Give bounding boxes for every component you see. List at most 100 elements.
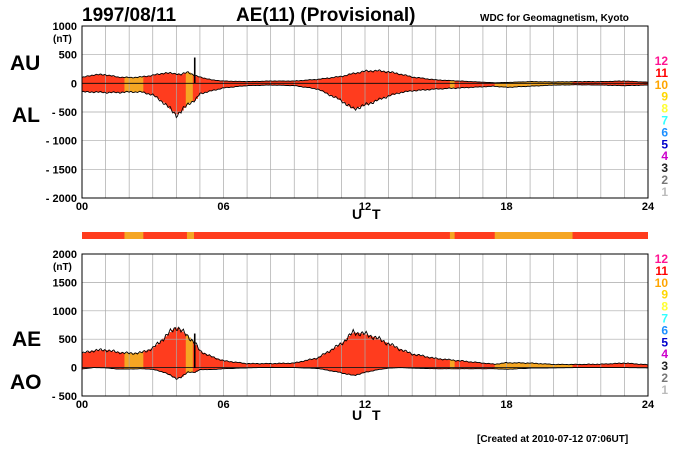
station-count-label: 8 [661, 300, 668, 314]
area-slice [334, 77, 338, 98]
area-slice [546, 364, 550, 368]
area-slice [98, 350, 102, 368]
area-slice [327, 78, 331, 95]
x-tick-label: 12 [359, 399, 371, 411]
station-count-label: 3 [661, 161, 668, 175]
area-slice [482, 82, 486, 87]
area-slice [464, 81, 467, 88]
area-slice [244, 363, 248, 368]
y-tick-label: - 2000 [46, 193, 77, 205]
area-slice [480, 82, 484, 87]
area-slice [126, 353, 130, 370]
area-slice [367, 335, 371, 372]
area-slice [431, 357, 434, 369]
area-slice [119, 352, 123, 370]
area-slice [525, 363, 529, 369]
station-count-label: 10 [655, 276, 669, 290]
area-slice [122, 77, 125, 93]
area-slice [350, 73, 354, 109]
area-slice [331, 77, 335, 97]
area-slice [355, 332, 359, 375]
area-slice [129, 353, 132, 369]
area-slice [82, 77, 85, 92]
area-slice [563, 364, 566, 368]
area-slice [268, 363, 272, 368]
area-slice [414, 77, 418, 91]
area-slice [230, 361, 234, 369]
area-slice [82, 353, 85, 369]
created-timestamp: [Created at 2010-07-12 07:06UT] [477, 434, 628, 445]
x-tick-label: 24 [642, 399, 655, 411]
area-slice [579, 364, 583, 368]
area-slice [176, 73, 180, 115]
area-slice [442, 80, 446, 89]
area-slice [506, 82, 510, 88]
area-slice [256, 363, 260, 368]
area-slice [400, 349, 404, 368]
area-slice [511, 82, 514, 88]
panel1-xlabel: U T [352, 206, 384, 222]
area-slice [105, 350, 109, 368]
area-slice [202, 77, 206, 93]
area-slice [518, 82, 522, 87]
area-slice [197, 76, 201, 96]
area-slice [197, 349, 201, 371]
area-slice [369, 71, 373, 103]
area-slice [570, 364, 573, 368]
station-count-label: 6 [661, 125, 668, 139]
area-slice [103, 350, 106, 368]
area-slice [277, 363, 281, 368]
area-slice [473, 362, 477, 369]
area-slice [468, 81, 472, 88]
source-label: WDC for Geomagnetism, Kyoto [480, 13, 629, 24]
station-count-label: 2 [661, 371, 668, 385]
area-slice [501, 82, 505, 87]
area-slice [551, 364, 555, 368]
area-slice [185, 72, 189, 105]
area-slice [386, 71, 389, 97]
area-slice [324, 352, 328, 370]
x-tick-label: 00 [76, 399, 88, 411]
plot-frame [81, 253, 649, 397]
area-slice [414, 354, 418, 369]
station-count-label: 6 [661, 323, 668, 337]
index-title: AE(11) (Provisional) [236, 5, 416, 26]
area-slice [475, 362, 479, 369]
y-tick-label: 0 [71, 78, 77, 90]
area-slice [270, 363, 274, 368]
area-slice [374, 70, 378, 101]
area-slice [379, 339, 382, 370]
area-slice [518, 362, 522, 369]
area-slice [181, 331, 184, 377]
area-slice [605, 363, 609, 368]
area-slice [308, 79, 312, 88]
area-slice [487, 363, 491, 369]
area-slice [228, 81, 231, 88]
x-tick-label: 18 [500, 399, 512, 411]
y-tick-label: 500 [59, 334, 77, 346]
area-slice [346, 75, 349, 105]
area-slice [532, 363, 536, 369]
x-tick-label: 12 [359, 201, 371, 213]
area-slice [374, 337, 378, 371]
area-slice [614, 363, 618, 368]
station-count-label: 2 [661, 173, 668, 187]
panel2-xlabel: U T [352, 407, 384, 423]
area-slice [492, 82, 496, 87]
area-slice [346, 338, 349, 375]
area-slice [435, 358, 439, 369]
status-bar-lowcount-segment [494, 232, 573, 239]
area-slice [456, 360, 460, 369]
area-slice [440, 80, 444, 89]
area-slice [247, 363, 250, 368]
area-slice [155, 345, 158, 371]
area-slice [431, 79, 434, 90]
area-slice [339, 344, 342, 373]
area-slice [242, 363, 246, 369]
station-count-label: 7 [661, 312, 668, 326]
area-slice [527, 363, 531, 369]
area-slice [216, 80, 220, 90]
area-slice [199, 351, 203, 370]
area-slice [537, 81, 540, 86]
area-slice [164, 73, 168, 105]
